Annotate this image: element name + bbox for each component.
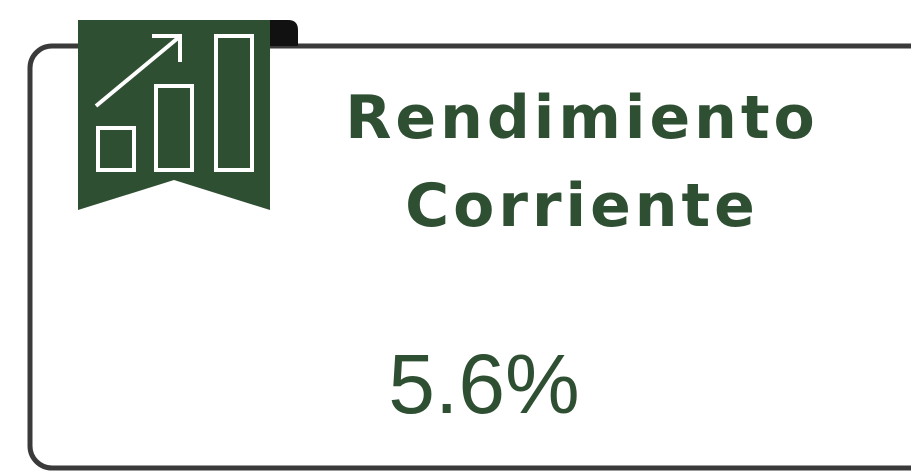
ribbon [78,20,270,210]
icon-arrow [94,36,180,108]
kpi-value: 5.6% [388,337,579,431]
icon-bar [96,126,136,172]
ribbon-fold [268,20,298,46]
title-line: Rendimiento [345,83,819,153]
title-line: Corriente [405,171,759,241]
growth-icon [94,34,254,172]
icon-arrowhead [152,34,182,62]
icon-bar [214,34,254,172]
icon-bar [154,84,194,172]
